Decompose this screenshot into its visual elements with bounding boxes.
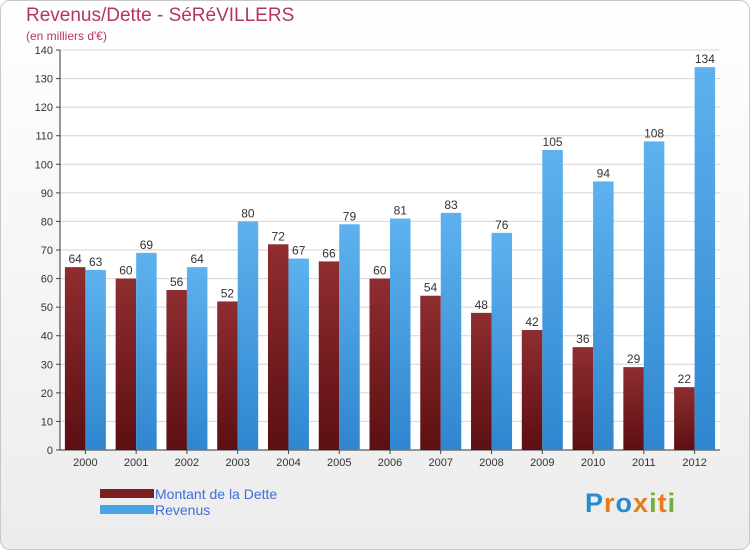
bar-debt <box>166 290 187 450</box>
bar-revenus <box>390 218 411 450</box>
data-label-revenus: 81 <box>394 204 408 218</box>
x-tick-label: 2011 <box>632 457 656 469</box>
logo-letter: r <box>604 488 616 518</box>
proxiti-logo: Proxiti <box>585 488 676 519</box>
x-tick-label: 2003 <box>225 457 249 469</box>
data-label-debt: 54 <box>424 281 438 295</box>
data-label-revenus: 79 <box>343 209 357 223</box>
data-label-revenus: 67 <box>292 244 306 258</box>
logo-letter: i <box>649 488 658 518</box>
logo-letter: P <box>585 488 605 518</box>
data-label-revenus: 108 <box>644 126 664 140</box>
x-tick-label: 2000 <box>73 457 97 469</box>
bar-revenus <box>542 150 563 450</box>
bar-debt <box>420 295 441 450</box>
bar-revenus <box>136 252 157 450</box>
bar-debt <box>521 330 543 450</box>
legend-label-debt: Montant de la Dette <box>155 486 278 502</box>
x-tick-label: 2010 <box>581 457 605 469</box>
data-label-debt: 66 <box>322 246 336 260</box>
x-tick-label: 2012 <box>682 457 706 469</box>
bar-revenus <box>694 67 716 451</box>
bar-revenus <box>643 141 665 450</box>
bar-revenus <box>339 224 360 450</box>
chart-subtitle: (en milliers d'€) <box>26 29 107 43</box>
data-label-debt: 60 <box>119 264 133 278</box>
data-label-revenus: 63 <box>89 255 103 269</box>
bar-debt <box>471 312 492 450</box>
logo-letter: i <box>667 488 677 518</box>
bar-debt <box>572 347 594 450</box>
data-label-debt: 60 <box>373 264 387 278</box>
bar-revenus <box>237 221 259 450</box>
x-tick-label: 2009 <box>530 457 554 469</box>
data-label-revenus: 64 <box>190 252 204 266</box>
bar-revenus <box>440 212 462 450</box>
bar-debt <box>115 278 137 450</box>
y-tick-label: 100 <box>35 159 53 171</box>
x-tick-label: 2005 <box>327 457 351 469</box>
bar-revenus <box>491 232 513 450</box>
bar-revenus <box>593 181 614 450</box>
legend-swatch-revenus <box>100 505 154 514</box>
bar-debt <box>318 261 340 450</box>
data-label-revenus: 69 <box>140 238 154 252</box>
x-tick-label: 2001 <box>124 457 148 469</box>
data-label-debt: 56 <box>170 275 184 289</box>
data-label-revenus: 80 <box>241 206 255 220</box>
x-tick-label: 2006 <box>378 457 402 469</box>
data-label-revenus: 83 <box>444 198 458 212</box>
bar-debt <box>217 301 238 450</box>
logo-letter: t <box>657 488 668 518</box>
data-label-debt: 42 <box>525 315 539 329</box>
y-tick-label: 0 <box>47 445 53 457</box>
data-label-revenus: 105 <box>543 135 563 149</box>
bar-debt <box>369 278 390 450</box>
bar-debt <box>674 387 695 450</box>
x-tick-label: 2008 <box>479 457 503 469</box>
data-label-revenus: 134 <box>695 52 715 66</box>
y-tick-label: 110 <box>35 131 53 143</box>
y-tick-label: 20 <box>41 388 53 400</box>
x-tick-label: 2004 <box>276 457 300 469</box>
y-tick-label: 90 <box>41 188 53 200</box>
data-label-revenus: 76 <box>495 218 509 232</box>
data-label-debt: 72 <box>272 229 286 243</box>
logo-letter: o <box>615 488 634 518</box>
data-label-debt: 48 <box>475 298 489 312</box>
data-label-debt: 52 <box>221 286 235 300</box>
y-tick-label: 40 <box>41 331 53 343</box>
bar-debt <box>267 244 289 450</box>
y-tick-label: 80 <box>41 216 53 228</box>
x-tick-label: 2002 <box>175 457 199 469</box>
bar-debt <box>64 267 86 450</box>
y-tick-label: 130 <box>35 74 53 86</box>
bar-debt <box>623 367 644 450</box>
y-tick-label: 60 <box>41 274 53 286</box>
y-tick-label: 120 <box>35 102 53 114</box>
bar-revenus <box>85 270 106 450</box>
legend-label-revenus: Revenus <box>155 502 211 518</box>
logo-letter: x <box>633 488 650 518</box>
data-label-debt: 64 <box>68 252 82 266</box>
x-tick-label: 2007 <box>429 457 453 469</box>
y-tick-label: 50 <box>41 302 53 314</box>
legend-swatch-debt <box>100 489 154 498</box>
data-label-revenus: 94 <box>597 166 611 180</box>
data-label-debt: 36 <box>576 332 590 346</box>
data-label-debt: 29 <box>627 352 641 366</box>
chart-title: Revenus/Dette - SéRéVILLERS <box>26 5 295 26</box>
data-label-debt: 22 <box>678 372 692 386</box>
y-tick-label: 140 <box>35 45 53 57</box>
y-tick-label: 70 <box>41 245 53 257</box>
y-tick-label: 10 <box>41 416 53 428</box>
y-tick-label: 30 <box>41 359 53 371</box>
bar-revenus <box>186 267 208 450</box>
bar-revenus <box>288 258 309 450</box>
